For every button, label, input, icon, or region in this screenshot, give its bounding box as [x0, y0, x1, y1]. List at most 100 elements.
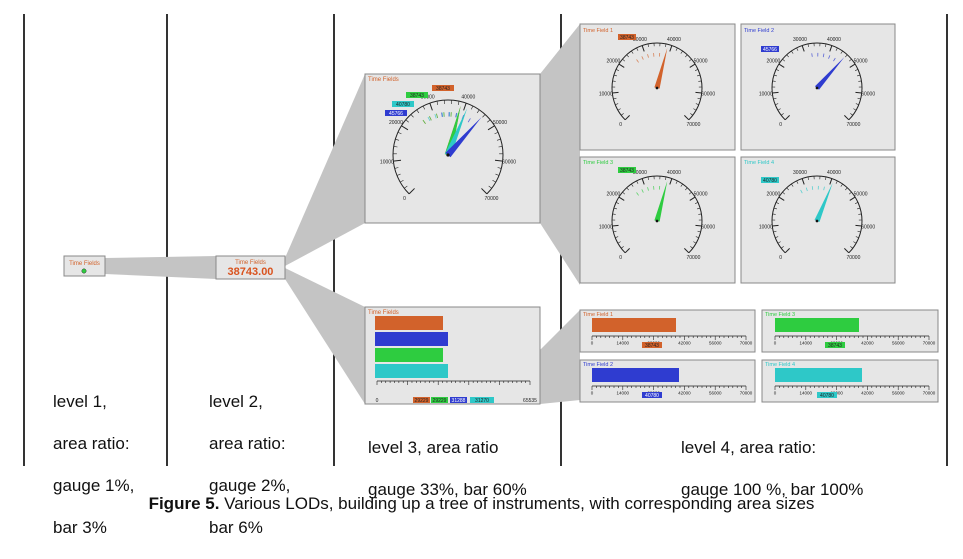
level3-gauge-value-2: 38743 [410, 93, 424, 99]
connector-l2-l3-gauge [285, 74, 365, 266]
level4-bar-2-value: 38743 [828, 343, 842, 349]
level1-instrument[interactable]: Time Fields [64, 256, 105, 276]
bar-axis-tick-label: 14000 [617, 391, 630, 396]
level2-label-line: level 2, [209, 391, 290, 412]
gauge-tick-label: 10000 [759, 92, 773, 98]
figure-caption: Figure 5. Various LODs, building up a tr… [0, 494, 963, 514]
gauge-tick [612, 92, 618, 93]
level1-label: level 1, area ratio: gauge 1%, bar 3% [53, 370, 134, 559]
gauge-tick-label: 0 [619, 255, 622, 261]
level4-bar-1-panel[interactable]: Time Field 1 01400028000420005600070000 … [580, 310, 755, 352]
gauge-tick-label: 10000 [759, 225, 773, 231]
gauge-tick-label: 20000 [389, 120, 403, 126]
level3-bar-panel[interactable]: Time Fields 0 65535 29229 29229 31288 31… [365, 307, 540, 404]
level3-bar-tick-0: 0 [376, 398, 379, 404]
level4-bar-4-value: 40780 [820, 393, 834, 399]
gauge-tick-label: 50000 [493, 120, 507, 126]
gauge-hub [656, 87, 659, 90]
gauge-tick-label: 10000 [599, 92, 613, 98]
gauge-tick-label: 40000 [827, 37, 841, 43]
gauge-tick-label: 60000 [861, 225, 875, 231]
bar-axis-tick-label: 42000 [861, 341, 874, 346]
bar-axis-tick-label: 70000 [923, 391, 936, 396]
level1-label-line: level 1, [53, 391, 134, 412]
gauge-tick-label: 20000 [606, 58, 620, 64]
level1-indicator-dot [82, 269, 86, 273]
level3-bar-title: Time Fields [368, 310, 399, 316]
gauge-tick-label: 60000 [701, 225, 715, 231]
gauge-tick-label: 20000 [766, 58, 780, 64]
level3-gauge-value-4: 45766 [389, 111, 403, 117]
gauge-hub [446, 153, 449, 156]
bar-axis-tick-label: 56000 [892, 391, 905, 396]
bar-axis-tick-label: 56000 [709, 391, 722, 396]
bar-axis-tick-label: 70000 [740, 391, 753, 396]
gauge-tick-label: 0 [403, 196, 406, 202]
level4-bar-2-fill [775, 318, 859, 332]
connector-l2-l3-bar [285, 268, 365, 404]
bar-axis-tick-label: 14000 [800, 391, 813, 396]
gauge-tick-label: 0 [779, 255, 782, 261]
level4-gauge-4-title: Time Field 4 [744, 160, 774, 166]
level1-label-line: bar 3% [53, 517, 134, 538]
level3-gauge-value-1: 38743 [436, 86, 450, 92]
level3-bar-blue [375, 332, 448, 346]
level4-gauge-2-value: 45766 [763, 47, 777, 53]
gauge-tick-label: 30000 [793, 37, 807, 43]
level2-instrument[interactable]: Time Fields 38743.00 [216, 256, 285, 279]
gauge-tick-label: 40000 [827, 170, 841, 176]
level4-bar-2-title: Time Field 3 [765, 312, 795, 318]
level4-gauge-3-value: 38743 [620, 168, 634, 174]
gauge-tick-label: 0 [619, 122, 622, 128]
gauge-tick-label: 20000 [606, 191, 620, 197]
level3-bar-value-2: 29229 [433, 398, 447, 404]
level3-bar-green [375, 348, 443, 362]
gauge-tick [612, 225, 618, 226]
gauge-tick-label: 50000 [854, 58, 868, 64]
gauge-history-mark [812, 53, 813, 57]
gauge-hub [816, 87, 819, 90]
level3-bar-tick-max: 65535 [523, 398, 537, 404]
level1-label-line: area ratio: [53, 433, 134, 454]
gauge-hub [656, 220, 659, 223]
level4-gauge-1-title: Time Field 1 [583, 28, 613, 34]
level3-bar-value-3: 31288 [452, 398, 466, 404]
gauge-tick-label: 70000 [846, 255, 860, 261]
level3-bar-cyan [375, 364, 448, 378]
gauge-tick-label: 70000 [846, 122, 860, 128]
level2-label-line: gauge 2%, [209, 475, 290, 496]
level4-gauge-2-title: Time Field 2 [744, 28, 774, 34]
gauge-tick [772, 225, 778, 226]
level4-bar-2-panel[interactable]: Time Field 3 01400028000420005600070000 … [762, 310, 938, 352]
gauge-tick-label: 60000 [701, 92, 715, 98]
level4-gauge-1-value: 38743 [620, 35, 634, 41]
bar-axis-tick-label: 42000 [678, 341, 691, 346]
level2-value: 38743.00 [228, 266, 274, 278]
level4-label-line: level 4, area ratio: [681, 437, 863, 458]
connector-l3-l4-gauge [540, 24, 580, 285]
level1-title: Time Fields [69, 261, 100, 267]
level3-gauge-value-3: 40780 [396, 102, 410, 108]
level4-bar-4-panel[interactable]: Time Field 4 01400028000420005600070000 … [762, 360, 938, 402]
level4-gauge-3-title: Time Field 3 [583, 160, 613, 166]
bar-axis-tick-label: 70000 [740, 341, 753, 346]
gauge-hub [816, 220, 819, 223]
bar-axis-tick-label: 56000 [709, 341, 722, 346]
level3-label-line: level 3, area ratio [368, 437, 527, 458]
gauge-tick-label: 70000 [686, 255, 700, 261]
level4-bar-1-title: Time Field 1 [583, 312, 613, 318]
bar-axis-tick-label: 42000 [678, 391, 691, 396]
gauge-tick-label: 50000 [694, 191, 708, 197]
level3-gauge-panel[interactable]: Time Fields 0100002000030000400005000060… [365, 74, 540, 223]
gauge-tick-label: 70000 [686, 122, 700, 128]
level2-label: level 2, area ratio: gauge 2%, bar 6% [209, 370, 290, 559]
figure-caption-number: Figure 5. [149, 494, 220, 513]
gauge-tick-label: 40000 [667, 37, 681, 43]
level4-bar-1-fill [592, 318, 676, 332]
level4-bar-4-title: Time Field 4 [765, 362, 795, 368]
level4-bar-3-panel[interactable]: Time Field 2 01400028000420005600070000 … [580, 360, 755, 402]
